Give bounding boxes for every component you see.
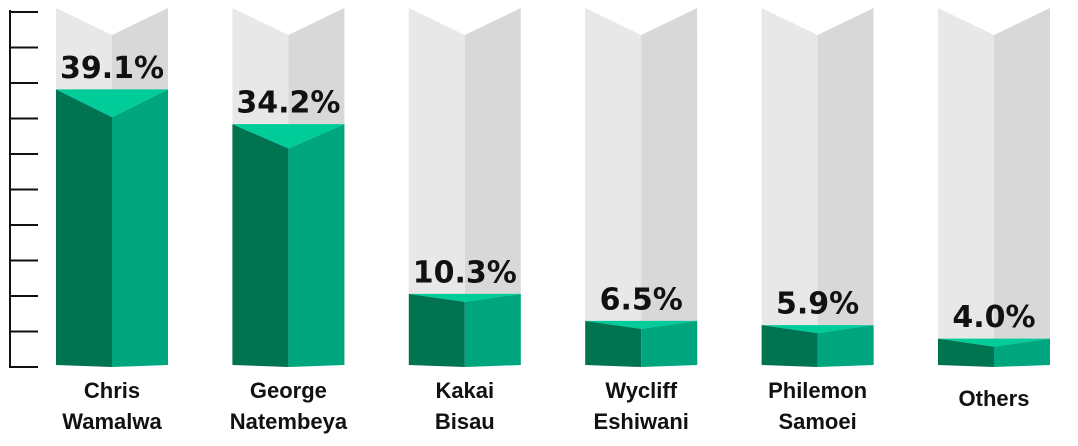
bar-left-face <box>232 124 289 368</box>
bar <box>408 293 521 367</box>
bar-top <box>585 320 698 329</box>
bar-right-face <box>641 320 698 367</box>
bar <box>56 89 168 367</box>
x-tick-label: Natembeya <box>230 409 348 434</box>
bar-right-face <box>817 325 874 367</box>
bar-background <box>464 8 521 367</box>
x-tick-label: Samoei <box>778 409 856 434</box>
value-label: 39.1% <box>60 51 164 86</box>
x-tick-label: Wycliff <box>605 378 677 403</box>
bar-background <box>817 8 874 367</box>
bar-right-face <box>288 124 345 368</box>
bar-top <box>408 293 521 302</box>
bar-background <box>761 8 818 367</box>
value-label: 4.0% <box>952 300 1035 335</box>
bar <box>761 325 874 367</box>
x-tick-label: George <box>250 378 327 403</box>
bar-top <box>761 325 874 334</box>
bar-left-face <box>585 320 642 367</box>
bar-left-face <box>761 325 818 367</box>
bar-left-face <box>938 338 994 367</box>
bar-background <box>585 8 642 367</box>
x-tick-label: Chris <box>84 378 140 403</box>
bar <box>232 124 345 368</box>
value-label: 6.5% <box>600 282 683 317</box>
x-tick-label: Others <box>959 386 1030 411</box>
x-tick-label: Bisau <box>435 409 495 434</box>
x-tick-label: Eshiwani <box>594 409 689 434</box>
value-label: 34.2% <box>236 86 340 121</box>
bar-background <box>994 8 1050 367</box>
bar-left-face <box>56 89 112 367</box>
bar-right-face <box>994 338 1050 367</box>
bar-top <box>56 89 168 118</box>
bar-left-face <box>408 293 465 367</box>
bar-top <box>938 338 1050 347</box>
x-tick-label: Wamalwa <box>62 409 162 434</box>
x-tick-label: Kakai <box>435 378 494 403</box>
value-label: 10.3% <box>413 255 517 290</box>
bar-background <box>641 8 698 367</box>
bar-top <box>232 124 345 149</box>
x-tick-label: Philemon <box>768 378 867 403</box>
bar <box>938 338 1050 367</box>
bar <box>585 320 698 367</box>
bar-right-face <box>112 89 168 367</box>
bar-background <box>408 8 465 367</box>
bar-background <box>938 8 994 367</box>
value-label: 5.9% <box>776 287 859 322</box>
bar-right-face <box>464 293 521 367</box>
